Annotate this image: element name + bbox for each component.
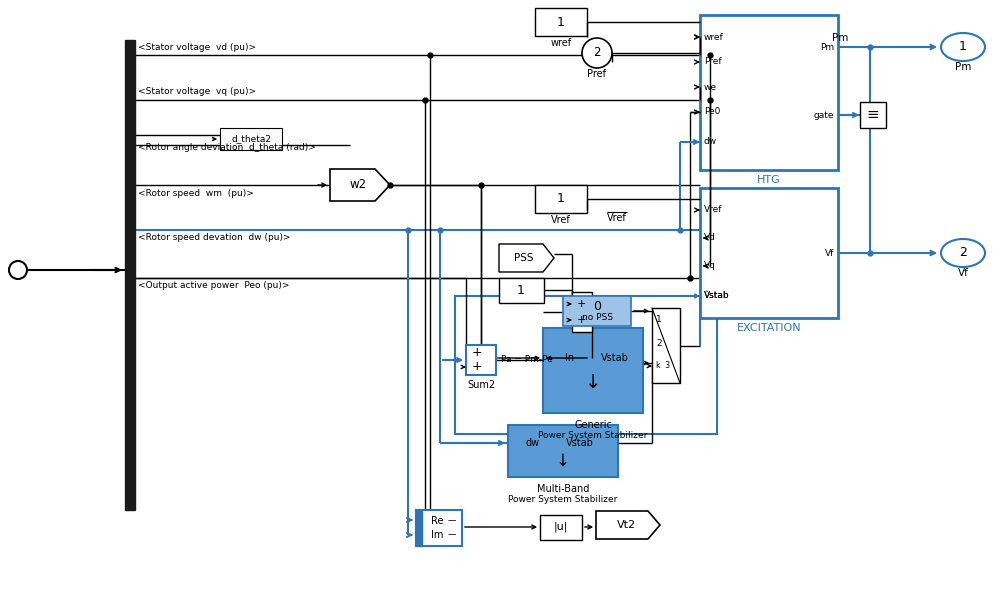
Text: HTG: HTG (757, 175, 781, 185)
Polygon shape (596, 511, 660, 539)
Text: ↓: ↓ (585, 374, 601, 392)
Bar (860, 102, 886, 128)
Text: Pa = Pm-Pe: Pa = Pm-Pe (501, 356, 553, 365)
Bar (652, 308, 680, 383)
Text: wref: wref (551, 38, 572, 48)
Text: +: + (472, 346, 482, 359)
Bar (508, 425, 618, 477)
Text: Power System Stabilizer: Power System Stabilizer (509, 495, 618, 505)
Bar (535, 8, 587, 36)
Bar (700, 15, 838, 170)
Text: —: — (448, 517, 456, 525)
Text: gate: gate (813, 111, 834, 119)
Text: 2: 2 (593, 47, 601, 60)
Text: +: + (577, 299, 586, 309)
Text: dw: dw (704, 138, 718, 147)
Text: no PSS: no PSS (582, 313, 612, 323)
Text: +: + (472, 361, 482, 374)
Text: we: we (704, 83, 717, 92)
Bar (455, 296, 717, 434)
Text: 2: 2 (656, 339, 661, 348)
Text: ≡: ≡ (866, 108, 879, 122)
Text: EXCITATION: EXCITATION (737, 323, 801, 333)
Bar (535, 185, 587, 213)
Text: PSS: PSS (515, 253, 534, 263)
Text: Multi-Band: Multi-Band (537, 484, 589, 494)
Bar (543, 328, 643, 413)
Text: 1: 1 (517, 284, 525, 297)
Text: k  3: k 3 (656, 362, 670, 371)
Text: Sum2: Sum2 (467, 380, 495, 390)
Text: Pref: Pref (704, 57, 722, 67)
Text: Vq: Vq (704, 261, 716, 271)
Bar (466, 345, 496, 375)
Bar (220, 128, 282, 150)
Polygon shape (330, 169, 390, 201)
Text: <Output active power  Peo (pu)>: <Output active power Peo (pu)> (138, 281, 289, 291)
Text: In: In (565, 353, 574, 363)
Text: —: — (448, 531, 456, 540)
Polygon shape (499, 244, 554, 272)
Bar (572, 292, 592, 332)
Text: Pe0: Pe0 (704, 108, 721, 116)
Circle shape (9, 261, 27, 279)
Text: Pref: Pref (588, 69, 606, 79)
Text: Vstab: Vstab (704, 291, 730, 300)
Text: 1: 1 (656, 316, 661, 324)
Bar (563, 296, 631, 326)
Text: 1: 1 (959, 41, 967, 54)
Text: dw: dw (526, 438, 540, 448)
Text: |u|: |u| (554, 522, 568, 532)
Text: 1: 1 (557, 15, 565, 28)
Bar (700, 188, 838, 318)
Bar (416, 510, 422, 546)
Ellipse shape (941, 239, 985, 267)
Ellipse shape (941, 33, 985, 61)
Text: Vref: Vref (704, 206, 723, 215)
Text: Power System Stabilizer: Power System Stabilizer (539, 431, 647, 440)
Text: 2: 2 (959, 246, 967, 259)
Text: <Rotor angle deviation  d_theta (rad)>: <Rotor angle deviation d_theta (rad)> (138, 144, 316, 152)
Text: <Stator voltage  vd (pu)>: <Stator voltage vd (pu)> (138, 43, 256, 51)
Text: <Stator voltage  vq (pu)>: <Stator voltage vq (pu)> (138, 87, 256, 96)
Text: Generic: Generic (574, 420, 612, 430)
Text: <Rotor speed  wm  (pu)>: <Rotor speed wm (pu)> (138, 189, 254, 197)
Text: Vref: Vref (607, 213, 627, 223)
Text: +: + (577, 315, 586, 325)
Text: Pm: Pm (820, 43, 834, 51)
Bar (540, 515, 582, 540)
Text: Vref: Vref (551, 215, 571, 225)
Text: Vstab: Vstab (601, 353, 629, 363)
Text: Vf: Vf (825, 248, 834, 258)
Text: Vf: Vf (958, 268, 969, 278)
Bar (125, 40, 135, 510)
Circle shape (582, 38, 612, 68)
Text: 1: 1 (557, 193, 565, 206)
Text: 0: 0 (593, 300, 601, 313)
Text: wref: wref (704, 33, 724, 41)
Text: Pm: Pm (955, 62, 971, 72)
Text: w2: w2 (350, 178, 367, 191)
Text: Vstab: Vstab (566, 438, 594, 448)
Text: Pm: Pm (832, 33, 848, 43)
Text: <Rotor speed devation  dw (pu)>: <Rotor speed devation dw (pu)> (138, 233, 290, 242)
Bar (416, 510, 462, 546)
Text: d_theta2: d_theta2 (231, 135, 271, 144)
Bar (499, 278, 544, 303)
Text: Im: Im (431, 530, 443, 540)
Text: Vt2: Vt2 (616, 520, 635, 530)
Text: ↓: ↓ (556, 452, 570, 470)
Text: Re: Re (431, 516, 443, 526)
Text: Vd: Vd (704, 233, 716, 242)
Text: V̂stab: V̂stab (704, 291, 730, 300)
